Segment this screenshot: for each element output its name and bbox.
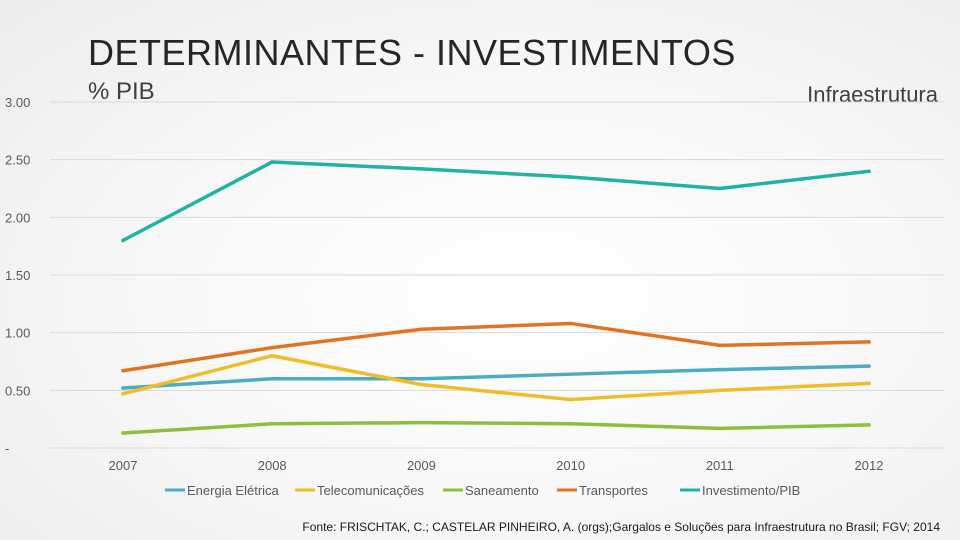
data-point: [270, 345, 275, 350]
series-line: [121, 364, 871, 390]
data-point: [419, 420, 424, 425]
gridlines: [50, 101, 944, 449]
data-point: [867, 423, 871, 427]
series-line: [121, 420, 871, 435]
y-tick-label: 1.50: [5, 268, 30, 283]
data-point: [718, 343, 722, 348]
legend-label: Saneamento: [465, 483, 539, 498]
data-point: [270, 421, 275, 426]
data-point: [270, 377, 275, 381]
y-tick-label: 3.00: [5, 95, 30, 110]
data-point: [718, 388, 722, 393]
data-point: [270, 353, 275, 358]
series-line: [121, 353, 871, 402]
x-tick-label: 2007: [109, 458, 138, 473]
source-note: Fonte: FRISCHTAK, C.; CASTELAR PINHEIRO,…: [302, 520, 940, 534]
x-tick-label: 2012: [855, 458, 884, 473]
data-point: [419, 382, 424, 387]
data-point: [419, 327, 424, 332]
data-point: [270, 160, 275, 164]
x-tick-label: 2011: [706, 458, 734, 473]
x-axis-labels: 2007 2008 2009 2010 2011 2012: [109, 458, 884, 473]
series-lines: [121, 160, 871, 435]
data-point: [718, 186, 722, 191]
y-tick-label: 2.00: [5, 210, 30, 225]
data-point: [121, 238, 125, 243]
data-point: [867, 364, 871, 368]
data-point: [568, 421, 573, 426]
data-point: [568, 175, 573, 179]
legend-label: Investimento/PIB: [702, 483, 800, 498]
data-point: [121, 386, 125, 390]
data-point: [568, 397, 573, 402]
data-point: [121, 368, 125, 373]
y-tick-label: 1.00: [5, 326, 30, 341]
data-point: [419, 377, 424, 381]
y-tick-label: 0.50: [5, 383, 30, 398]
slide-subtitle: % PIB: [88, 78, 155, 105]
x-tick-label: 2008: [258, 458, 287, 473]
slide-tag: Infraestrutura: [807, 82, 938, 107]
y-tick-label: 2.50: [5, 153, 30, 168]
slide-title: DETERMINANTES - INVESTIMENTOS: [88, 32, 736, 73]
x-tick-label: 2009: [407, 458, 436, 473]
data-point: [867, 381, 871, 386]
data-point: [867, 340, 871, 344]
legend: Energia Elétrica Telecomunicações Saneamen…: [165, 483, 800, 498]
data-point: [568, 372, 573, 376]
series-line: [121, 321, 871, 373]
data-point: [121, 391, 125, 396]
legend-label: Transportes: [579, 483, 648, 498]
data-point: [718, 426, 722, 431]
legend-label: Telecomunicações: [317, 483, 424, 498]
data-point: [718, 367, 722, 372]
y-axis-labels: - 0.50 1.00 1.50 2.00 2.50 3.00: [5, 95, 30, 456]
series-line: [121, 160, 871, 243]
data-point: [568, 321, 573, 326]
legend-label: Energia Elétrica: [187, 483, 280, 498]
data-point: [867, 169, 871, 173]
data-point: [419, 167, 424, 171]
x-tick-label: 2010: [556, 458, 585, 473]
data-point: [121, 431, 125, 435]
y-tick-label: -: [5, 441, 9, 456]
